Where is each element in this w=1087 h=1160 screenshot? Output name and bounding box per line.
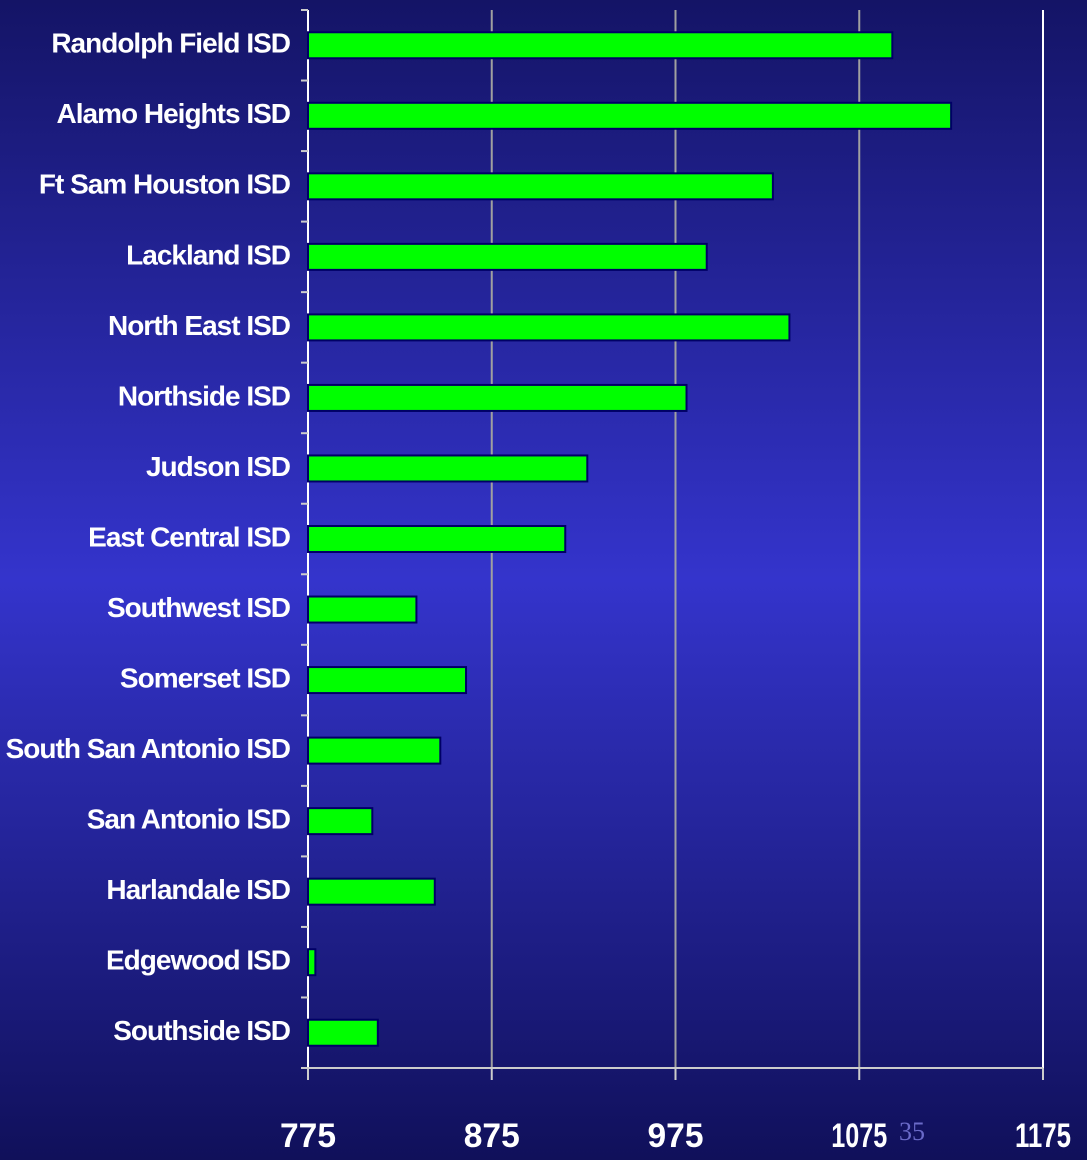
y-tick-label: Harlandale ISD (106, 874, 290, 905)
y-tick-label: Northside ISD (118, 380, 291, 411)
y-tick-label: Alamo Heights ISD (57, 98, 291, 129)
bar (307, 383, 688, 412)
bar (307, 877, 436, 906)
y-tick-label: Somerset ISD (120, 662, 291, 693)
y-tick-label: North East ISD (108, 310, 291, 341)
y-tick-label: Ft Sam Houston ISD (39, 169, 291, 200)
bar (307, 313, 791, 342)
x-tick-label: 1075 (831, 1117, 887, 1155)
bar (307, 736, 442, 765)
bar (307, 101, 953, 130)
y-tick-label: East Central ISD (88, 521, 291, 552)
x-tick-label: 775 (280, 1117, 336, 1155)
x-tick-label: 875 (464, 1117, 520, 1155)
bar (307, 1018, 379, 1047)
y-tick-label: Edgewood ISD (106, 945, 291, 976)
slide-number: 35 (899, 1117, 925, 1146)
y-tick-label: South San Antonio ISD (6, 733, 291, 764)
y-tick-label: Lackland ISD (126, 239, 291, 270)
y-tick-label: Southwest ISD (107, 592, 291, 623)
y-tick-label: San Antonio ISD (87, 804, 291, 835)
bar (307, 807, 374, 836)
y-tick-label: Judson ISD (146, 451, 291, 482)
y-tick-label: Southside ISD (113, 1015, 291, 1046)
x-tick-label: 975 (648, 1117, 704, 1155)
bar (307, 666, 468, 695)
x-tick-label: 1175 (1015, 1117, 1071, 1155)
bar (307, 595, 418, 624)
bar (307, 454, 589, 483)
bar (307, 948, 317, 977)
bar (307, 242, 708, 271)
bar (307, 525, 567, 553)
y-tick-label: Randolph Field ISD (51, 28, 290, 59)
bar (307, 31, 894, 60)
bar (307, 172, 774, 201)
